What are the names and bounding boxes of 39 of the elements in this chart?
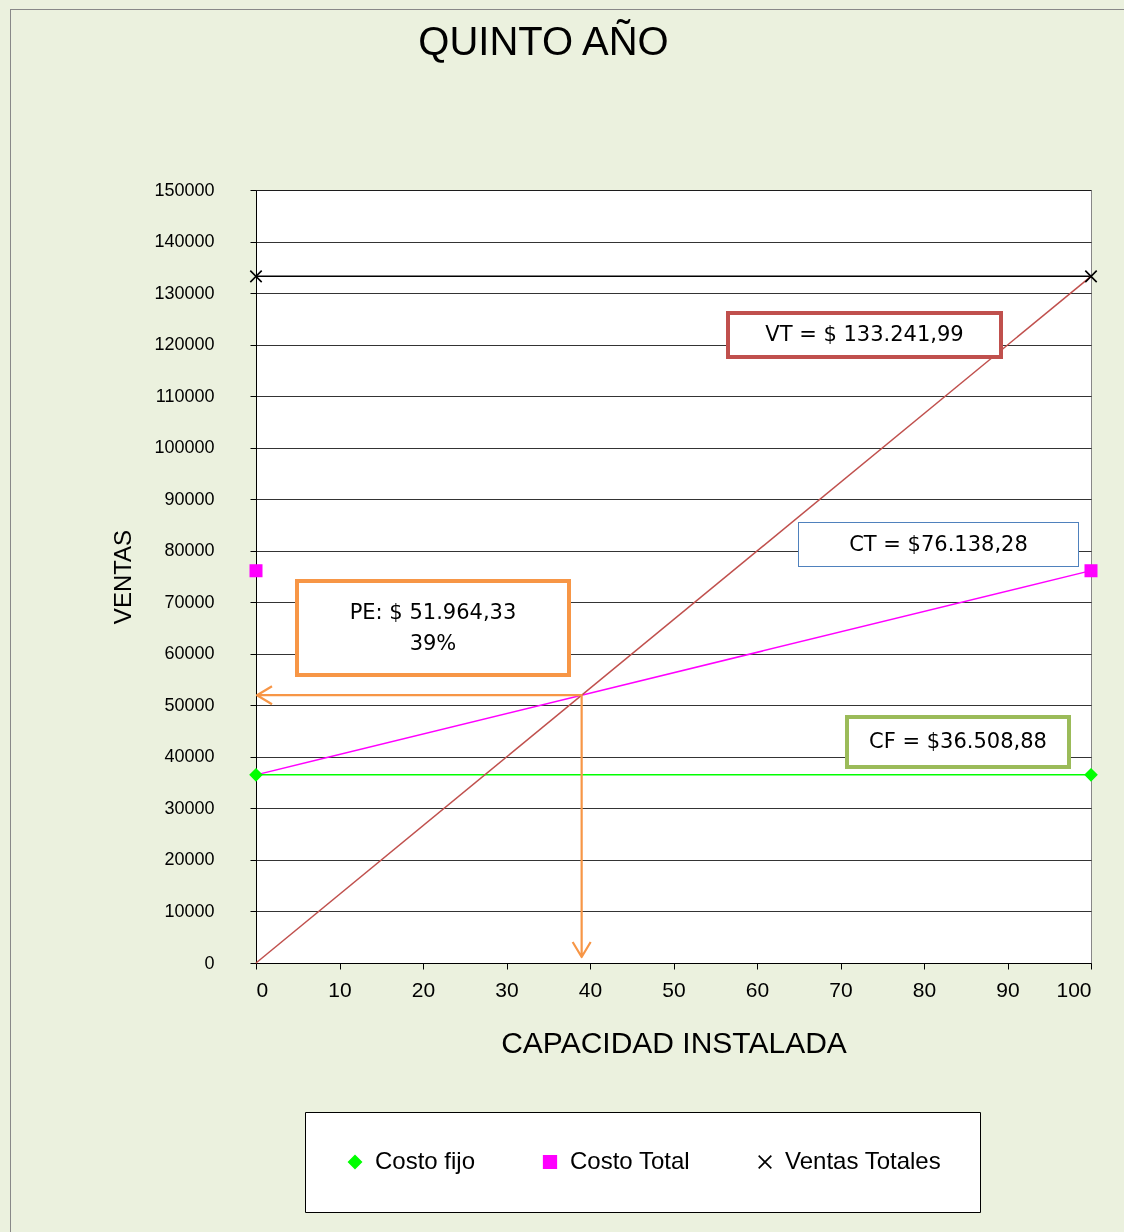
y-tick-label: 90000 <box>164 488 215 509</box>
x-tick-label: 10 <box>328 977 352 1001</box>
x-tick-label: 80 <box>912 977 937 1001</box>
x-tick-label: 90 <box>996 977 1020 1001</box>
x-tick-label: 50 <box>662 977 686 1001</box>
y-tick-label: 0 <box>204 952 215 973</box>
point <box>249 269 263 283</box>
x-tick-label: 20 <box>411 977 436 1001</box>
y-tick-label: 10000 <box>164 900 215 921</box>
x-tick-label: 60 <box>745 977 770 1001</box>
x-axis-title: CAPACIDAD INSTALADA <box>501 1025 847 1059</box>
point <box>1084 564 1098 578</box>
point <box>249 768 263 782</box>
y-tick-label: 80000 <box>164 540 215 561</box>
x-tick-label: 0 <box>256 977 269 1001</box>
x-tick-label: 70 <box>829 977 853 1001</box>
point <box>1084 269 1098 283</box>
y-tick-label: 60000 <box>164 643 215 664</box>
y-tick-label: 40000 <box>164 746 215 767</box>
x-tick-label: 100 <box>1056 977 1092 1001</box>
y-tick-label: 150000 <box>154 179 215 200</box>
y-tick-label: 110000 <box>155 385 215 406</box>
y-tick-label: 70000 <box>164 591 215 612</box>
point <box>1084 768 1098 782</box>
x-tick-label: 30 <box>495 977 519 1001</box>
y-tick-label: 120000 <box>154 334 215 355</box>
y-tick-label: 140000 <box>154 231 215 252</box>
legend-label: Ventas Totales <box>785 1147 941 1174</box>
y-tick-label: 130000 <box>154 282 215 303</box>
legend-label: Costo fijo <box>375 1147 476 1174</box>
y-axis-title: VENTAS <box>109 529 137 625</box>
y-tick-label: 20000 <box>164 849 215 870</box>
y-tick-label: 100000 <box>154 437 215 458</box>
chart-title: QUINTO AÑO <box>418 19 669 63</box>
legend-label: Costo Total <box>570 1147 690 1174</box>
x-tick-label: 40 <box>578 977 603 1001</box>
y-tick-label: 50000 <box>164 694 215 715</box>
point <box>249 564 263 578</box>
y-tick-label: 30000 <box>164 797 215 818</box>
